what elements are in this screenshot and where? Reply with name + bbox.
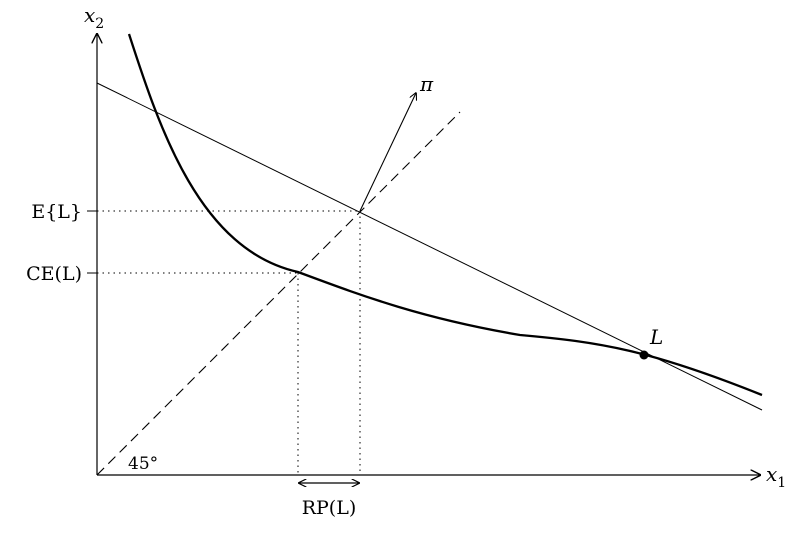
certainty-equivalent-label: CE(L) — [26, 263, 82, 285]
budget-line — [96, 82, 763, 411]
lottery-point-label: L — [649, 325, 663, 349]
price-vector-label: π — [419, 72, 434, 96]
lottery-point — [639, 350, 649, 360]
expected-value-label: E{L} — [31, 201, 82, 223]
forty-five-degree-line — [96, 111, 461, 476]
x-axis-label: x1 — [766, 462, 786, 491]
angle-label: 45° — [128, 454, 158, 474]
price-vector-arrow — [359, 93, 416, 212]
risk-premium-label: RP(L) — [302, 497, 357, 519]
y-axis-label: x2 — [84, 3, 104, 32]
indifference-curve — [127, 33, 763, 397]
